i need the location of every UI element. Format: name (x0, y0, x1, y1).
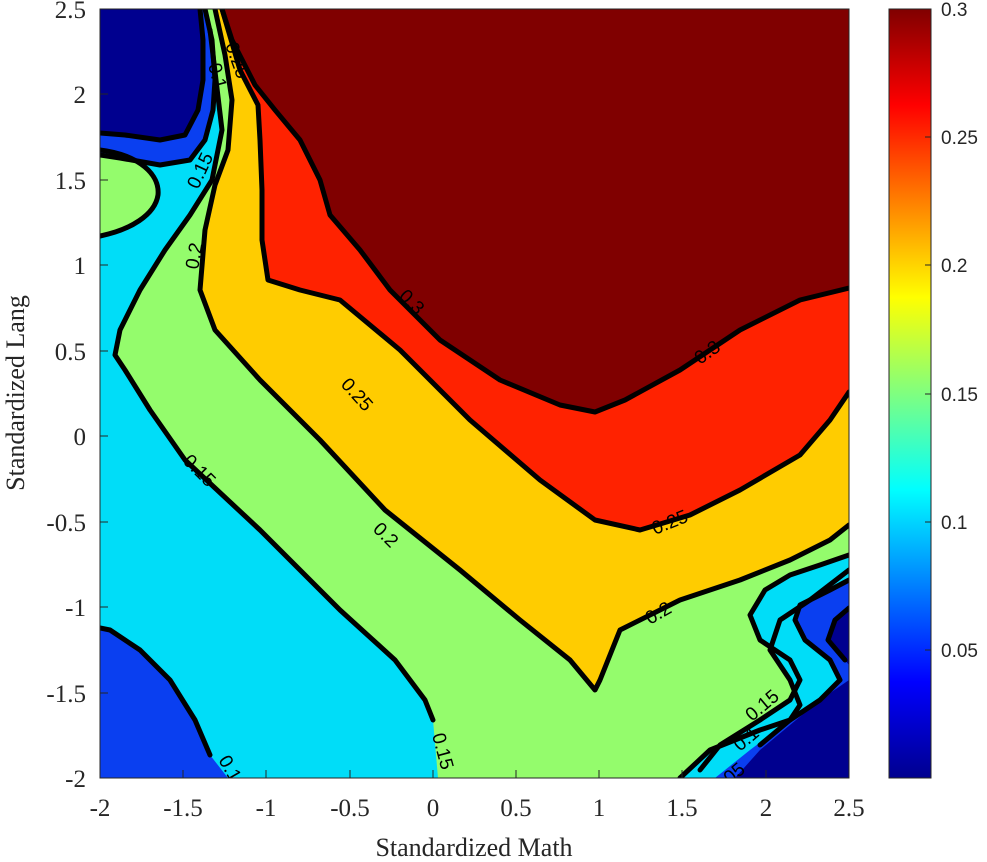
x-tick-label: -0.5 (330, 795, 370, 822)
y-tick-label: -1 (65, 595, 86, 622)
x-axis-title: Standardized Math (375, 833, 572, 862)
colorbar: 0.05 0.1 0.15 0.2 0.25 0.3 (888, 0, 978, 779)
y-tick-label: 2 (74, 82, 87, 109)
x-tick-label: 1 (593, 795, 606, 822)
region-above-0.3 (222, 9, 849, 412)
region-0.05-0.1-bottomleft (100, 628, 228, 778)
x-tick-label: 2.5 (833, 795, 864, 822)
x-tick-label: -1 (256, 795, 277, 822)
contour-label: 0.2 (182, 241, 207, 271)
x-tick-label: 1.5 (666, 795, 697, 822)
y-tick-label: 1.5 (55, 168, 86, 195)
colorbar-tick-label: 0.05 (941, 641, 978, 662)
region-below-0.05-corner (735, 680, 849, 778)
y-axis-title: Standardized Lang (1, 295, 30, 491)
x-axis: -2 -1.5 -1 -0.5 0 0.5 1 1.5 2 2.5 Standa… (90, 770, 865, 862)
x-tick-label: 0.5 (500, 795, 531, 822)
y-tick-label: 0.5 (55, 339, 86, 366)
y-tick-label: -2 (65, 766, 86, 793)
colorbar-tick-label: 0.3 (941, 0, 967, 21)
y-tick-label: 2.5 (55, 0, 86, 24)
plot-area: 0.3 0.3 0.25 0.25 0.2 0.2 0.2 0.15 0.15 … (100, 9, 849, 778)
colorbar-gradient (888, 8, 932, 779)
y-tick-label: -1.5 (46, 681, 86, 708)
colorbar-tick-label: 0.25 (941, 128, 978, 149)
y-tick-label: 0 (74, 424, 87, 451)
x-tick-label: 2 (760, 795, 773, 822)
axes-box (99, 8, 850, 779)
y-tick-label: 1 (74, 253, 87, 280)
y-axis: -2 -1.5 -1 -0.5 0 0.5 1 1.5 2 2.5 Standa… (1, 0, 108, 793)
colorbar-tick-label: 0.2 (941, 256, 967, 277)
x-tick-label: -1.5 (163, 795, 203, 822)
x-tick-label: -2 (90, 795, 111, 822)
y-tick-label: -0.5 (46, 510, 86, 537)
x-tick-label: 0 (427, 795, 440, 822)
region-below-0.05-bottomright (828, 608, 849, 665)
colorbar-tick-label: 0.1 (941, 513, 967, 534)
region-below-0.05-topleft (100, 9, 203, 140)
colorbar-tick-label: 0.15 (941, 385, 978, 406)
contour-lines (100, 9, 849, 778)
